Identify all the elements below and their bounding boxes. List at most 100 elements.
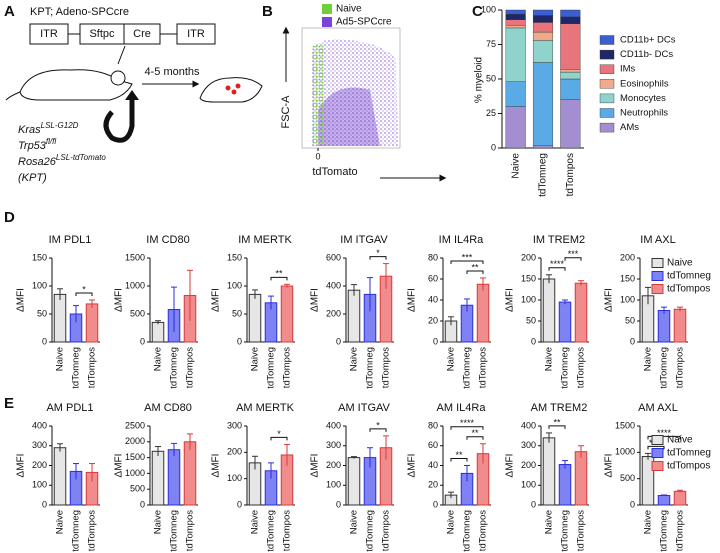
y-tick-label: 50 [37,308,47,318]
y-axis-label: ΔMFI [505,288,516,312]
y-tick-label: 100 [32,480,47,490]
significance-bracket [450,458,468,462]
y-tick-label: 0 [433,499,438,509]
legend-label: Naive [336,4,362,15]
legend-swatch [322,17,332,27]
x-tick-label: Naive [446,347,457,371]
legend-swatch [651,271,664,281]
x-tick-label: Naive [510,153,521,179]
x-tick-label: tdTomneg [71,347,82,389]
gene-allele: fl/fl [46,137,56,146]
x-tick-label: Naive [349,347,360,371]
y-tick-label: 200 [620,252,635,262]
bar [476,283,490,343]
y-tick-label: 40 [428,294,438,304]
bar-segment [505,13,526,20]
significance-bracket [548,267,566,271]
y-tick-label: 200 [521,460,536,470]
y-tick-label: 100 [227,280,242,290]
y-axis-label: ΔMFI [16,288,27,312]
flow-density [312,39,398,146]
bar-segment [560,71,581,80]
y-axis-label: ΔMFI [407,288,418,312]
bar [183,441,197,506]
significance-label: **** [460,418,475,428]
x-tick-label: Naive [250,510,261,534]
construct-label: ITR [187,28,205,40]
significance-bracket [647,445,665,450]
legend-swatch [599,49,615,60]
y-tick-label: 200 [227,447,242,457]
bar-segment [532,9,554,16]
significance-bracket [75,292,93,296]
bar-segment [532,40,554,63]
gene-allele: LSL-tdTomato [56,153,107,162]
gene-name: Trp53 [18,140,47,152]
y-axis-label: ΔMFI [505,454,516,478]
panel-label: B [262,3,273,20]
y-tick-label: 0 [42,499,47,509]
y-tick-label: 0 [336,336,341,346]
bar [53,447,67,506]
panel-label: A [4,3,15,20]
y-tick-label: 1500 [125,452,145,462]
y-tick-label: 150 [227,252,242,262]
significance-label: * [376,248,380,258]
genotype: (KPT) [18,172,47,184]
chart-title: AM AXL [638,402,678,414]
x-tick-label: tdTomneg [659,510,670,552]
gene: Trp53fl/fl [18,137,56,152]
construct-label: ITR [40,28,58,40]
x-tick-label: tdTomneg [560,510,571,552]
bar [657,310,671,343]
x-tick-label: tdTomneg [365,347,376,389]
significance-bracket [564,257,582,261]
x-tick-label: Naive [153,347,164,371]
bar [280,285,294,343]
y-tick-label: 600 [326,252,341,262]
mouse [199,77,263,103]
legend-swatch [599,108,615,118]
flow-frame [301,27,401,149]
y-tick-label: 75 [486,39,496,49]
y-tick-label: 0 [630,336,635,346]
bar-segment [505,9,526,15]
x-tick-label: Naive [250,347,261,371]
x-tick-label: tdTompos [185,510,196,551]
y-tick-label: 60 [428,273,438,283]
x-tick-label: 0 [315,151,320,161]
bar [167,449,181,506]
x-tick-label: tdTomneg [462,347,473,389]
legend-swatch [651,435,664,445]
y-tick-label: 1500 [125,252,145,262]
legend-swatch [599,122,615,133]
y-tick-label: 1500 [615,420,635,430]
bar [53,293,67,343]
construct-box [29,23,69,45]
x-tick-label: tdTompos [282,510,293,551]
panel-label: E [4,395,14,412]
legend-swatch [651,258,664,268]
y-tick-label: 1000 [125,280,145,290]
x-tick-label: Naive [446,510,457,534]
flow-plot [282,26,447,182]
gene-allele: LSL-G12D [41,121,79,130]
x-tick-label: tdTompos [87,510,98,551]
virus-icon [110,70,126,86]
y-tick-label: 0 [433,336,438,346]
y-tick-label: 0 [237,336,242,346]
diagram: KPT; Adeno-SPCcre ITR Sftpc Cre ITR 4-5 … [5,6,263,184]
delivery-arrow-head [125,90,139,100]
x-tick-label: tdTomneg [169,347,180,389]
x-tick-label: tdTomneg [266,510,277,552]
significance-bracket [270,276,288,281]
x-tick-label: Naive [153,510,164,534]
y-tick-label: 100 [326,480,341,490]
x-tick-label: tdTomneg [462,510,473,552]
legend-label: CD11b+ DCs [620,35,676,46]
y-tick-label: 80 [428,252,438,262]
bar [673,308,687,343]
x-tick-label: tdTompos [576,510,587,551]
bar [347,289,361,343]
